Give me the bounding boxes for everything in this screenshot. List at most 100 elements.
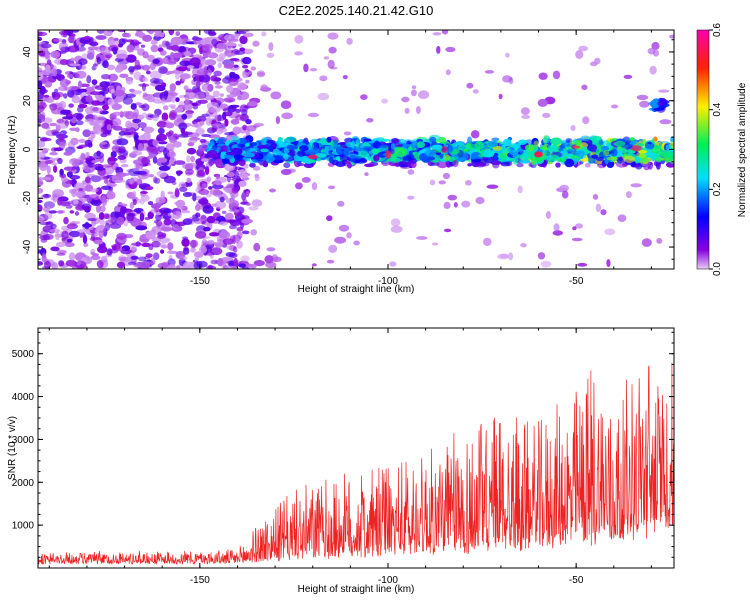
heatmap-cell	[159, 50, 167, 56]
heatmap-cell	[165, 143, 175, 152]
heatmap-cell	[65, 259, 77, 267]
heatmap-cell	[199, 138, 207, 143]
heatmap-cell	[215, 243, 223, 248]
heatmap-cell	[132, 198, 137, 206]
heatmap-cell	[68, 230, 81, 238]
heatmap-cell	[46, 165, 51, 175]
heatmap-cell	[116, 53, 129, 59]
heatmap-cell	[207, 52, 219, 59]
heatmap-cell	[202, 205, 214, 214]
heatmap-cell	[165, 122, 175, 129]
heatmap-cell	[200, 37, 211, 45]
heatmap-cell	[38, 147, 50, 152]
heatmap-cell	[59, 59, 69, 66]
heatmap-cell	[57, 198, 63, 206]
heatmap-cell	[133, 71, 142, 80]
heatmap-cell	[179, 186, 188, 192]
heatmap-cell	[42, 193, 52, 198]
heatmap-cell	[232, 126, 242, 135]
heatmap-cell	[520, 107, 530, 115]
heatmap-cell	[90, 188, 99, 193]
heatmap-cell	[595, 203, 602, 212]
heatmap-cell	[444, 228, 452, 233]
heatmap-cell	[140, 191, 148, 194]
heatmap-cell	[416, 236, 428, 240]
heatmap-cell	[391, 138, 400, 144]
heatmap-cell	[336, 146, 345, 155]
heatmap-cell	[185, 89, 194, 93]
heatmap-cell	[245, 130, 251, 137]
heatmap-cell	[650, 99, 660, 109]
heatmap-cell	[166, 96, 173, 102]
heatmap-cell	[166, 151, 177, 158]
heatmap-cell	[43, 117, 53, 124]
heatmap-cell	[266, 139, 276, 144]
heatmap-cell	[238, 263, 247, 268]
heatmap-cell	[197, 147, 207, 152]
heatmap-cell	[463, 148, 469, 152]
colorbar-tick-label: 0.4	[712, 102, 723, 116]
heatmap-cell	[307, 112, 320, 118]
heatmap-cell	[144, 216, 151, 221]
heatmap-cell	[182, 163, 191, 169]
heatmap-cell	[550, 137, 562, 146]
heatmap-cell	[207, 264, 213, 269]
heatmap-cell	[213, 70, 222, 77]
heatmap-cell	[453, 202, 458, 208]
heatmap-cell	[201, 133, 212, 138]
heatmap-cell	[246, 202, 251, 206]
heatmap-cell	[142, 64, 151, 71]
heatmap-cell	[160, 249, 165, 254]
heatmap-cell	[245, 79, 250, 84]
heatmap-cell	[76, 88, 87, 93]
heatmap-cell	[309, 68, 318, 72]
heatmap-cell	[237, 82, 248, 91]
heatmap-cell	[177, 205, 185, 210]
heatmap-cell	[66, 171, 73, 178]
heatmap-cell	[156, 121, 168, 128]
heatmap-cell	[131, 90, 142, 95]
heatmap-cell	[328, 185, 336, 190]
heatmap-cell	[272, 256, 282, 262]
heatmap-cell	[142, 77, 148, 82]
heatmap-cell	[572, 226, 577, 231]
heatmap-cell	[142, 82, 146, 92]
heatmap-cell	[390, 225, 403, 233]
heatmap-cell	[201, 196, 207, 202]
top-y-tick-label: -40	[22, 239, 33, 254]
heatmap-cell	[49, 103, 58, 111]
heatmap-cell	[94, 85, 105, 91]
heatmap-cell	[96, 56, 101, 65]
heatmap-cell	[364, 163, 375, 168]
heatmap-cell	[270, 91, 282, 100]
heatmap-cell	[163, 175, 176, 184]
bottom-y-tick-label: 3000	[12, 435, 35, 446]
heatmap-cell	[153, 78, 164, 85]
heatmap-cell	[218, 127, 228, 133]
heatmap-cell	[371, 148, 381, 154]
heatmap-cell	[167, 242, 173, 252]
heatmap-cell	[114, 204, 126, 214]
heatmap-cell	[401, 96, 410, 103]
heatmap-cell	[214, 180, 222, 186]
heatmap-cell	[410, 89, 417, 97]
heatmap-cell	[84, 212, 96, 220]
heatmap-cell	[540, 260, 552, 268]
heatmap-cell	[237, 91, 250, 101]
heatmap-cell	[175, 80, 182, 86]
heatmap-cell	[301, 176, 311, 183]
heatmap-cell	[207, 149, 218, 158]
heatmap-cell	[107, 156, 116, 166]
heatmap-cell	[222, 238, 234, 245]
heatmap-cell	[431, 144, 443, 150]
heatmap-cell	[96, 30, 105, 34]
heatmap-cell	[38, 217, 44, 224]
heatmap-cell	[57, 86, 68, 91]
heatmap-cell	[629, 141, 637, 145]
heatmap-cell	[183, 247, 190, 255]
heatmap-cell	[38, 261, 44, 266]
heatmap-cell	[518, 159, 530, 164]
heatmap-cell	[100, 185, 112, 190]
heatmap-cell	[131, 242, 143, 246]
heatmap-cell	[57, 157, 63, 165]
